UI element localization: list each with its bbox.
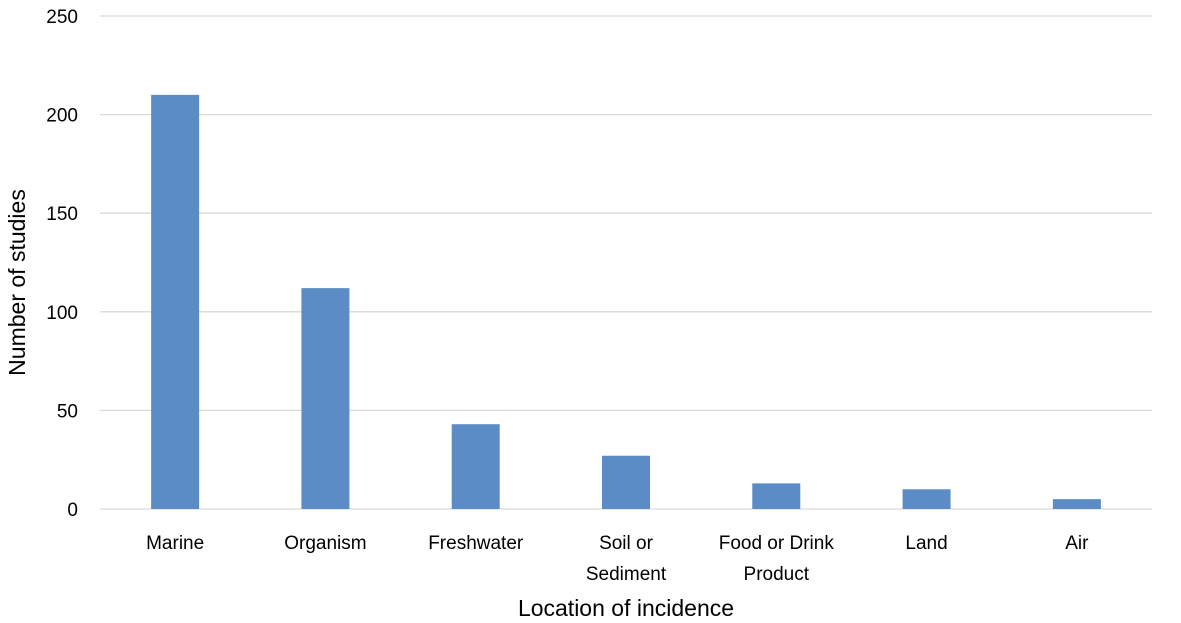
bar	[151, 94, 200, 509]
y-tick-label: 50	[57, 401, 78, 422]
x-axis-title: Location of incidence	[518, 595, 734, 621]
x-tick-label: Air	[1065, 533, 1089, 554]
bar	[1052, 499, 1101, 509]
y-tick-label: 150	[46, 204, 78, 225]
x-tick-label: Food or Drink Product	[719, 533, 835, 585]
y-tick-label: 0	[67, 500, 78, 521]
x-tick-label: Marine	[146, 533, 204, 554]
y-tick-label: 100	[46, 303, 78, 324]
x-tick-label: Land	[905, 533, 947, 554]
bar	[602, 455, 650, 509]
bar	[752, 483, 801, 509]
x-tick-label: Soil or Sediment	[586, 533, 667, 585]
bars	[151, 94, 1101, 509]
bar	[301, 288, 350, 509]
y-tick-label: 250	[46, 7, 78, 28]
gridlines	[100, 15, 1152, 510]
bar	[451, 424, 500, 509]
bar	[902, 489, 951, 509]
x-tick-labels: Marine Organism Freshwater Soil or Sediment F…	[146, 533, 1089, 585]
x-tick-label: Freshwater	[428, 533, 524, 554]
x-tick-label: Organism	[284, 533, 366, 554]
y-tick-label: 200	[46, 106, 78, 127]
y-tick-labels: 0 50 100 150 200 250	[46, 7, 78, 521]
y-axis-title: Number of studies	[4, 189, 30, 376]
